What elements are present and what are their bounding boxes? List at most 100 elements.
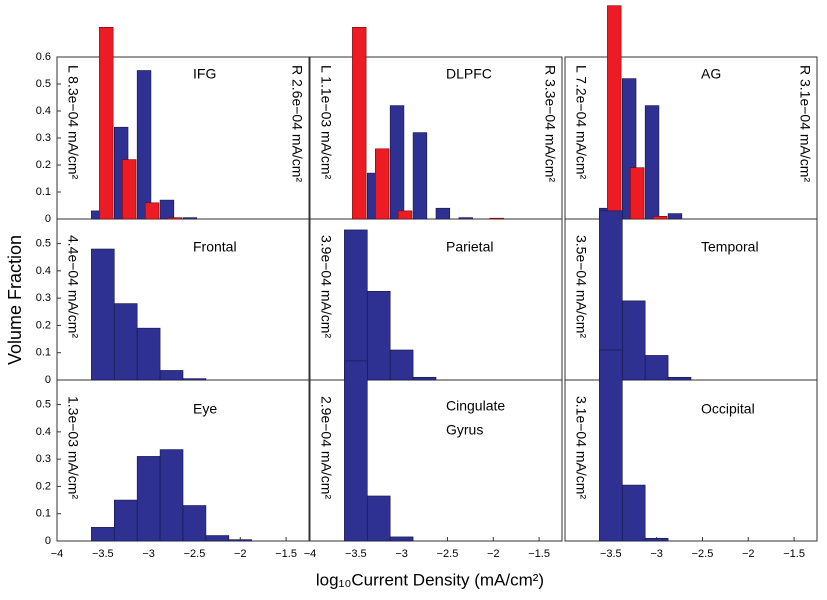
histogram-bar: [366, 291, 391, 381]
histogram-bar: [205, 535, 230, 542]
histogram-bar: [182, 217, 198, 220]
y-tick-label: 0.5: [36, 237, 51, 249]
panel-annotation: 3.1e−04 mA/cm²: [573, 396, 589, 499]
histogram-bar: [435, 207, 451, 220]
x-tick-label: −3: [395, 548, 408, 560]
histogram-bar: [389, 105, 405, 220]
x-tick-label: −2.5: [437, 548, 459, 560]
y-tick-label: 0: [45, 374, 51, 386]
panel-annotation: 3.9e−04 mA/cm²: [318, 235, 334, 338]
histogram-bar: [397, 210, 413, 220]
y-tick-label: 0.2: [36, 480, 51, 492]
histogram-bar: [607, 5, 622, 220]
histogram-bar: [159, 449, 184, 542]
x-tick-label: −2: [487, 548, 500, 560]
histogram-bar: [352, 26, 367, 220]
histogram-bar: [99, 26, 114, 220]
y-tick-label: 0: [45, 213, 51, 225]
y-tick-label: 0.5: [36, 78, 51, 90]
histogram-bar: [91, 527, 115, 542]
histogram-bar: [389, 536, 414, 542]
x-tick-label: −3: [142, 548, 155, 560]
x-tick-label: −4: [51, 548, 64, 560]
panel-annotation: 1.3e−03 mA/cm²: [65, 396, 81, 499]
histogram-bar: [91, 248, 115, 381]
histogram-bar: [182, 505, 207, 542]
panel-annotation: R 3.3e−04 mA/cm²: [542, 65, 558, 182]
x-tick-label: −2: [742, 548, 755, 560]
histogram-bar: [599, 349, 623, 542]
histogram-bar: [621, 484, 646, 542]
histogram-bar: [113, 499, 138, 542]
histogram-bar: [621, 300, 646, 381]
histogram-bar: [136, 456, 161, 542]
histogram-bar: [136, 70, 152, 220]
histogram-bar: [644, 355, 669, 381]
histogram-bar: [389, 349, 414, 381]
x-tick-label: −4: [304, 548, 317, 560]
y-tick-label: 0.2: [36, 319, 51, 331]
y-tick-label: 0.4: [36, 265, 51, 277]
histogram-bar: [344, 229, 368, 381]
y-tick-label: 0.3: [36, 453, 51, 465]
histogram-bar: [167, 217, 183, 220]
histogram-bar: [458, 217, 473, 220]
panel-title: Parietal: [446, 239, 493, 255]
histogram-bar: [344, 360, 368, 542]
histogram-bar: [667, 213, 683, 220]
y-tick-label: 0.3: [36, 292, 51, 304]
y-tick-label: 0: [45, 535, 51, 547]
y-tick-label: 0.6: [36, 51, 51, 63]
panel-title: DLPFC: [446, 66, 492, 82]
panel-annotation: 4.4e−04 mA/cm²: [65, 235, 81, 338]
x-tick-label: −2.5: [184, 548, 206, 560]
panel-title: Frontal: [193, 239, 237, 255]
y-tick-label: 0.1: [36, 347, 51, 359]
histogram-bar: [652, 216, 668, 220]
y-axis-label: Volume Fraction: [5, 235, 25, 365]
panel-title: Occipital: [701, 401, 755, 417]
x-tick-label: −3.5: [92, 548, 114, 560]
histogram-bar: [159, 199, 175, 220]
histogram-bar: [182, 378, 207, 381]
y-tick-label: 0.2: [36, 159, 51, 171]
histogram-bar: [113, 303, 138, 381]
histogram-bar: [374, 148, 390, 220]
x-tick-label: −3: [650, 548, 663, 560]
panel-title: Gyrus: [446, 422, 483, 438]
histogram-bar: [228, 539, 253, 542]
x-tick-label: −1.5: [528, 548, 550, 560]
x-tick-label: −2: [234, 548, 247, 560]
y-tick-label: 0.3: [36, 132, 51, 144]
histogram-bar: [121, 159, 137, 220]
panel-annotation: L 1.1e−03 mA/cm²: [318, 65, 334, 180]
histogram-bar: [412, 376, 437, 381]
panel-title: IFG: [193, 66, 216, 82]
histogram-bar: [144, 202, 160, 220]
panel-title: AG: [701, 66, 721, 82]
histogram-bar: [159, 370, 184, 381]
y-tick-label: 0.1: [36, 186, 51, 198]
y-tick-label: 0.1: [36, 508, 51, 520]
histogram-bar: [412, 132, 428, 220]
x-tick-label: −1.5: [275, 548, 297, 560]
histogram-bar: [629, 167, 645, 220]
panel-annotation: L 7.2e−04 mA/cm²: [573, 65, 589, 180]
panel-annotation: L 8.3e−04 mA/cm²: [65, 65, 81, 180]
panel-annotation: R 2.6e−04 mA/cm²: [289, 65, 305, 182]
x-tick-label: −3.5: [345, 548, 367, 560]
panel-title: Eye: [193, 401, 217, 417]
panel-title: Temporal: [701, 239, 759, 255]
histogram-bar: [644, 105, 660, 220]
x-tick-label: −2.5: [692, 548, 714, 560]
histogram-bar: [366, 495, 391, 542]
x-tick-label: −1.5: [783, 548, 805, 560]
histogram-bar: [667, 376, 692, 381]
y-tick-label: 0.5: [36, 398, 51, 410]
panel-title: Cingulate: [446, 398, 505, 414]
x-axis-label: log₁₀Current Density (mA/cm²): [316, 570, 544, 589]
histogram-bar: [136, 327, 161, 381]
y-tick-label: 0.4: [36, 426, 51, 438]
panel-annotation: R 3.1e−04 mA/cm²: [797, 65, 813, 182]
